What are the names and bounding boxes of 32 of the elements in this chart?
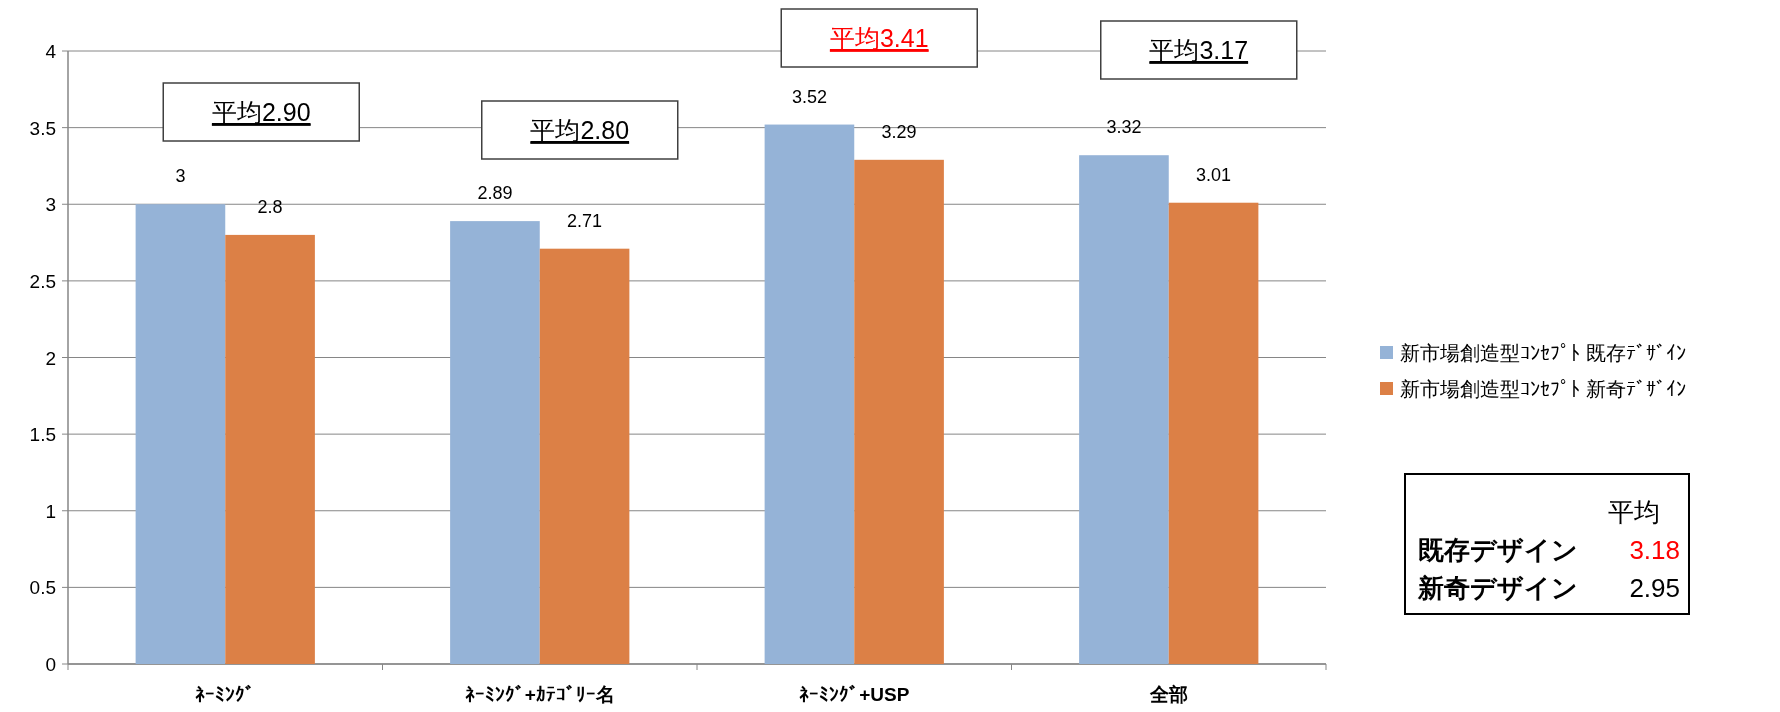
legend-label: 新市場創造型ｺﾝｾﾌﾟﾄ 新奇ﾃﾞｻﾞｲﾝ [1400, 378, 1686, 400]
y-tick-label: 1.5 [29, 424, 56, 446]
data-label: 3.52 [791, 86, 827, 107]
y-tick-label: 2.5 [29, 270, 56, 292]
data-label: 3 [175, 166, 186, 187]
text: 3.18 [1629, 535, 1680, 565]
data-label: 3.32 [1106, 117, 1142, 138]
y-tick-label: 2 [45, 347, 56, 369]
data-label: 3.29 [881, 121, 917, 142]
x-tick-label: ﾈｰﾐﾝｸﾞ [195, 684, 256, 705]
x-tick-label: ﾈｰﾐﾝｸﾞ+USP [799, 684, 910, 705]
text: 平均 [1608, 497, 1660, 527]
y-tick-label: 3 [45, 194, 56, 216]
text: 2.95 [1629, 573, 1680, 603]
text: 新奇デザイン [1417, 573, 1578, 603]
x-tick-label: ﾈｰﾐﾝｸﾞ+ｶﾃｺﾞﾘｰ名 [464, 684, 615, 705]
text: 既存デザイン [1418, 535, 1578, 565]
annotation: 平均2.90 [211, 98, 311, 126]
y-tick-label: 1 [45, 500, 56, 522]
legend-label: 新市場創造型ｺﾝｾﾌﾟﾄ 既存ﾃﾞｻﾞｲﾝ [1400, 342, 1686, 364]
y-tick-label: 0.5 [29, 577, 56, 599]
annotation: 平均3.17 [1149, 36, 1249, 64]
y-tick-label: 4 [45, 41, 57, 62]
x-tick-label: 全部 [1148, 684, 1188, 705]
y-tick-label: 0 [45, 654, 56, 675]
y-tick-label: 3.5 [29, 117, 56, 139]
data-label: 3.01 [1196, 164, 1232, 185]
data-label: 2.89 [477, 183, 513, 204]
data-label: 2.8 [257, 196, 283, 217]
annotation: 平均3.41 [829, 24, 929, 52]
data-label: 2.71 [567, 210, 603, 231]
annotation: 平均2.80 [530, 116, 630, 144]
